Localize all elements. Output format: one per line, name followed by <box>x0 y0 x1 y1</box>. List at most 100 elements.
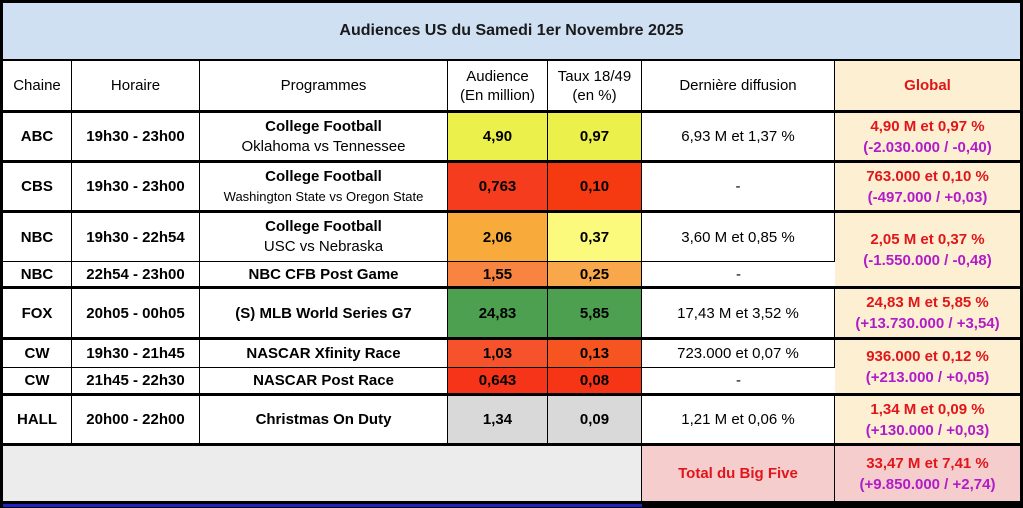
cell-taux: 5,85 <box>548 289 642 340</box>
cell-horaire: 21h45 - 22h30 <box>72 368 200 396</box>
cell-taux: 0,09 <box>548 396 642 446</box>
cell-horaire: 22h54 - 23h00 <box>72 262 200 289</box>
global-delta: (+13.730.000 / +3,54) <box>855 315 1000 332</box>
cell-audience: 4,90 <box>448 113 548 163</box>
cell-programme: NBC CFB Post Game <box>200 262 448 289</box>
program-subtitle: Washington State vs Oregon State <box>223 188 424 204</box>
bottom-accent-line <box>3 504 642 507</box>
cell-horaire: 19h30 - 21h45 <box>72 340 200 368</box>
table-row: CW 21h45 - 22h30 NASCAR Post Race 0,643 … <box>3 368 1020 396</box>
cell-global: 763.000 et 0,10 % (-497.000 / +0,03) <box>835 163 1020 213</box>
global-value: 936.000 et 0,12 % <box>866 347 989 365</box>
table-row: CW 19h30 - 21h45 NASCAR Xfinity Race 1,0… <box>3 340 1020 396</box>
cell-chaine: HALL <box>3 396 72 446</box>
cell-audience: 1,34 <box>448 396 548 446</box>
cell-taux: 0,25 <box>548 262 642 289</box>
cell-chaine: ABC <box>3 113 72 163</box>
cell-global: 2,05 M et 0,37 % (-1.550.000 / -0,48) <box>835 213 1020 289</box>
global-delta: (-2.030.000 / -0,40) <box>863 138 992 156</box>
cell-audience: 1,03 <box>448 340 548 368</box>
cell-chaine: CBS <box>3 163 72 213</box>
total-row: Total du Big Five 33,47 M et 7,41 % (+9.… <box>3 446 1020 501</box>
cell-programme: NASCAR Post Race <box>200 368 448 396</box>
cell-horaire: 19h30 - 23h00 <box>72 163 200 213</box>
global-value: 2,05 M et 0,37 % <box>870 230 985 248</box>
cell-global: 24,83 M et 5,85 % (+13.730.000 / +3,54) <box>835 289 1020 340</box>
cell-taux: 0,37 <box>548 213 642 262</box>
cell-chaine: FOX <box>3 289 72 340</box>
cell-derniere-diffusion: 1,21 M et 0,06 % <box>642 396 835 446</box>
header-audience: Audience (En million) <box>448 61 548 113</box>
global-delta: (-1.550.000 / -0,48) <box>863 251 992 269</box>
cell-taux: 0,08 <box>548 368 642 396</box>
cell-audience: 24,83 <box>448 289 548 340</box>
header-chaine: Chaine <box>3 61 72 113</box>
cell-programme: (S) MLB World Series G7 <box>200 289 448 340</box>
cell-audience: 1,55 <box>448 262 548 289</box>
header-derniere-diffusion: Dernière diffusion <box>642 61 835 113</box>
cell-programme: College Football Oklahoma vs Tennessee <box>200 113 448 163</box>
header-programmes: Programmes <box>200 61 448 113</box>
cell-global: 936.000 et 0,12 % (+213.000 / +0,05) <box>835 340 1020 396</box>
global-value: 4,90 M et 0,97 % <box>870 117 985 135</box>
total-label: Total du Big Five <box>642 446 835 501</box>
cell-derniere-diffusion: 6,93 M et 1,37 % <box>642 113 835 163</box>
cell-global: 1,34 M et 0,09 % (+130.000 / +0,03) <box>835 396 1020 446</box>
cell-derniere-diffusion: - <box>642 368 835 396</box>
header-row: Chaine Horaire Programmes Audience (En m… <box>3 61 1020 113</box>
cell-derniere-diffusion: 17,43 M et 3,52 % <box>642 289 835 340</box>
cell-derniere-diffusion: - <box>642 262 835 289</box>
table-row: CBS 19h30 - 23h00 College Football Washi… <box>3 163 1020 213</box>
cell-derniere-diffusion: 3,60 M et 0,85 % <box>642 213 835 262</box>
table-row: FOX 20h05 - 00h05 (S) MLB World Series G… <box>3 289 1020 340</box>
audience-table: Chaine Horaire Programmes Audience (En m… <box>3 61 1020 501</box>
cell-derniere-diffusion: - <box>642 163 835 213</box>
header-audience-line1: Audience <box>466 67 529 85</box>
cell-programme: NASCAR Xfinity Race <box>200 340 448 368</box>
page-title: Audiences US du Samedi 1er Novembre 2025 <box>3 3 1020 59</box>
blank-area <box>3 446 642 501</box>
program-title: College Football <box>265 117 382 135</box>
cell-taux: 0,97 <box>548 113 642 163</box>
cell-programme: Christmas On Duty <box>200 396 448 446</box>
cell-audience: 2,06 <box>448 213 548 262</box>
table-row: NBC 19h30 - 22h54 College Football USC v… <box>3 213 1020 289</box>
cell-audience: 0,643 <box>448 368 548 396</box>
total-value: 33,47 M et 7,41 % <box>866 454 989 472</box>
header-global: Global <box>835 61 1020 113</box>
cell-programme: College Football Washington State vs Ore… <box>200 163 448 213</box>
cell-derniere-diffusion: 723.000 et 0,07 % <box>642 340 835 368</box>
program-title: College Football <box>265 218 382 235</box>
cell-horaire: 19h30 - 22h54 <box>72 213 200 262</box>
header-taux-line2: (en %) <box>572 86 617 104</box>
cell-horaire: 20h05 - 00h05 <box>72 289 200 340</box>
program-subtitle: Oklahoma vs Tennessee <box>241 137 406 155</box>
program-title: College Football <box>265 167 382 185</box>
cell-horaire: 20h00 - 22h00 <box>72 396 200 446</box>
global-value: 24,83 M et 5,85 % <box>866 294 989 311</box>
global-delta: (-497.000 / +0,03) <box>867 188 988 206</box>
cell-taux: 0,13 <box>548 340 642 368</box>
cell-taux: 0,10 <box>548 163 642 213</box>
header-taux: Taux 18/49 (en %) <box>548 61 642 113</box>
cell-chaine: CW <box>3 340 72 368</box>
header-horaire: Horaire <box>72 61 200 113</box>
header-audience-line2: (En million) <box>459 86 535 104</box>
cell-global: 4,90 M et 0,97 % (-2.030.000 / -0,40) <box>835 113 1020 163</box>
global-delta: (+130.000 / +0,03) <box>865 421 990 439</box>
global-value: 1,34 M et 0,09 % <box>870 400 985 418</box>
table-row: HALL 20h00 - 22h00 Christmas On Duty 1,3… <box>3 396 1020 446</box>
table-row: NBC 22h54 - 23h00 NBC CFB Post Game 1,55… <box>3 262 1020 289</box>
cell-chaine: CW <box>3 368 72 396</box>
cell-audience: 0,763 <box>448 163 548 213</box>
table-row: ABC 19h30 - 23h00 College Football Oklah… <box>3 113 1020 163</box>
total-delta: (+9.850.000 / +2,74) <box>859 475 996 493</box>
cell-chaine: NBC <box>3 213 72 262</box>
global-delta: (+213.000 / +0,05) <box>865 368 990 386</box>
cell-programme: College Football USC vs Nebraska <box>200 213 448 262</box>
cell-chaine: NBC <box>3 262 72 289</box>
program-subtitle: USC vs Nebraska <box>263 238 384 255</box>
global-value: 763.000 et 0,10 % <box>866 167 989 185</box>
cell-horaire: 19h30 - 23h00 <box>72 113 200 163</box>
